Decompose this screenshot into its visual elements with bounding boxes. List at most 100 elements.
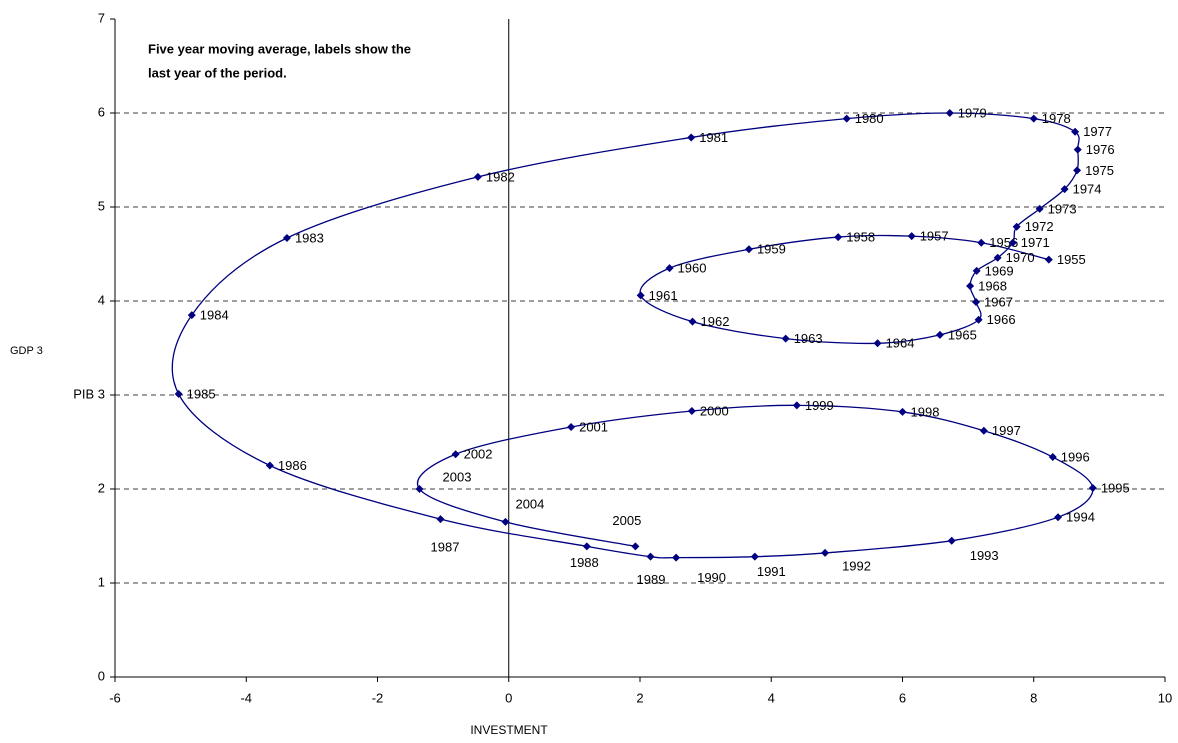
x-tick-label: -6 (109, 690, 121, 705)
annotation: Five year moving average, labels show th… (148, 41, 411, 56)
point-label: 1967 (984, 294, 1013, 309)
point-label: 1994 (1066, 510, 1095, 525)
point-label: 1981 (699, 130, 728, 145)
point (1044, 255, 1053, 264)
point (947, 536, 956, 545)
x-tick-label: 4 (768, 690, 775, 705)
point (750, 552, 759, 561)
point (1035, 204, 1044, 213)
x-tick-label: -4 (240, 690, 252, 705)
point-label: 2005 (612, 513, 641, 528)
point (842, 114, 851, 123)
point (781, 334, 790, 343)
point-label: 1992 (842, 558, 871, 573)
point-label: 1963 (794, 331, 823, 346)
point (688, 317, 697, 326)
point-label: 1965 (948, 327, 977, 342)
point (501, 517, 510, 526)
point (436, 515, 445, 524)
point (415, 485, 424, 493)
point (744, 245, 753, 254)
point (792, 401, 801, 410)
x-axis-title: INVESTMENT (470, 723, 548, 737)
point (977, 238, 986, 247)
point-label: 1966 (987, 312, 1016, 327)
point (646, 552, 655, 561)
point (972, 297, 980, 306)
point-label: 1991 (757, 564, 786, 579)
point (974, 315, 983, 324)
point (174, 390, 183, 399)
point (993, 253, 1002, 262)
point (1073, 145, 1082, 154)
y-tick-label: 1 (98, 574, 105, 589)
point (834, 233, 843, 242)
point (979, 426, 988, 435)
point (1008, 238, 1017, 247)
point-label: 1999 (805, 398, 834, 413)
point-label: 1975 (1085, 163, 1114, 178)
annotation: last year of the period. (148, 65, 287, 80)
point (935, 330, 944, 339)
point (451, 450, 460, 459)
point-label: 2002 (464, 447, 493, 462)
point-label: 1977 (1083, 124, 1112, 139)
point-label: 1997 (992, 423, 1021, 438)
point-label: 1972 (1025, 219, 1054, 234)
point-label: 1988 (570, 555, 599, 570)
point-label: 1982 (486, 169, 515, 184)
point (672, 553, 681, 562)
point-label: 1968 (978, 278, 1007, 293)
point-label: 1961 (649, 288, 678, 303)
point (1029, 114, 1038, 123)
point (873, 339, 882, 348)
point-label: 1962 (701, 314, 730, 329)
point-label: 2004 (515, 496, 544, 511)
point-label: 1990 (697, 570, 726, 585)
point-label: 1971 (1021, 235, 1050, 250)
point (972, 266, 981, 275)
x-tick-label: 8 (1030, 690, 1037, 705)
point-label: 1958 (846, 230, 875, 245)
point (966, 281, 975, 290)
point (265, 461, 274, 470)
point-label: 2003 (443, 469, 472, 484)
point-label: 1973 (1048, 201, 1077, 216)
y-tick-label: PIB 3 (73, 386, 105, 401)
point (636, 291, 645, 300)
point (473, 172, 482, 181)
point-label: 1970 (1006, 250, 1035, 265)
point-label: 1980 (855, 111, 884, 126)
point-label: 2000 (700, 403, 729, 418)
point (1088, 484, 1097, 493)
point-label: 1993 (970, 548, 999, 563)
point-label: 2001 (579, 419, 608, 434)
point (1012, 222, 1021, 231)
point (945, 109, 954, 117)
y-tick-label: 4 (98, 292, 105, 307)
x-tick-label: 0 (505, 690, 512, 705)
point-label: 1985 (187, 386, 216, 401)
point (1071, 127, 1080, 136)
x-tick-label: 10 (1158, 690, 1172, 705)
series-line (171, 112, 1094, 559)
point-label: 1955 (1057, 252, 1086, 267)
point-label: 1987 (431, 540, 460, 555)
x-tick-label: 6 (899, 690, 906, 705)
point (687, 133, 696, 142)
point-label: 1989 (637, 572, 666, 587)
point-label: 1969 (985, 263, 1014, 278)
point-label: 1974 (1073, 182, 1102, 197)
point (898, 407, 907, 416)
point-label: 1979 (958, 105, 987, 120)
y-tick-label: 7 (98, 10, 105, 25)
point-label: 1996 (1061, 449, 1090, 464)
point (582, 542, 591, 551)
point (1073, 166, 1082, 175)
point (1054, 513, 1063, 522)
point (1048, 453, 1057, 462)
y-axis-title: GDP 3 (10, 345, 43, 357)
point-label: 1964 (886, 336, 915, 351)
point-label: 1959 (757, 242, 786, 257)
